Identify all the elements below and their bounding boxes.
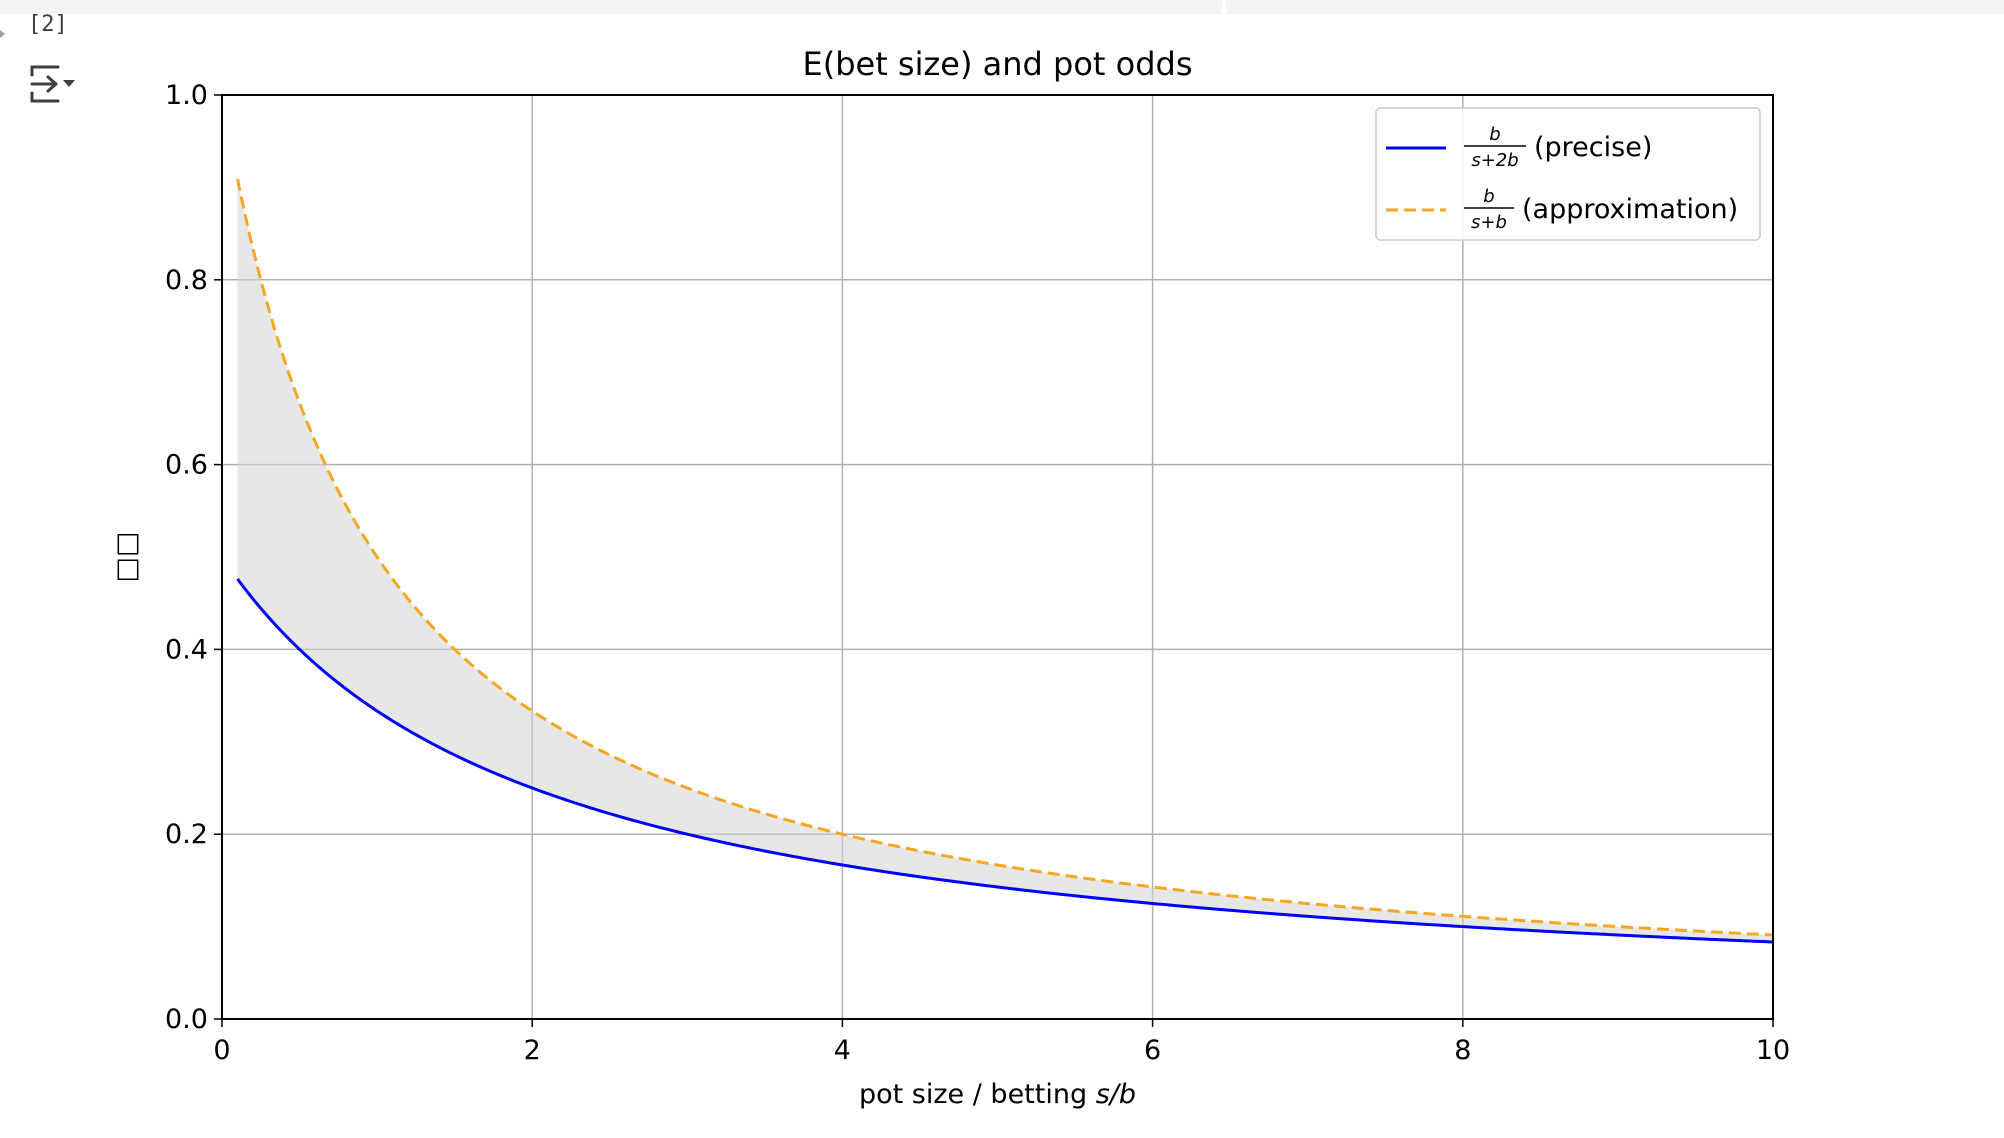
- cell-top-bar-right: [1226, 0, 2004, 14]
- legend-label-precise: (precise): [1534, 132, 1652, 163]
- series-line-precise: [236, 578, 1774, 944]
- legend-fraction-denominator: s+b: [1471, 212, 1507, 233]
- legend-fraction-numerator: b: [1483, 186, 1494, 207]
- legend: b s+2b (precise) b s+b (approximation): [1375, 107, 1761, 241]
- series-line-approximation: [236, 178, 1774, 937]
- x-tick-label: 8: [1454, 1035, 1471, 1066]
- x-tick-label: 0: [213, 1035, 230, 1066]
- legend-fraction-denominator: s+2b: [1471, 150, 1518, 171]
- x-tick-label: 4: [834, 1035, 851, 1066]
- execution-count: [2]: [28, 12, 68, 37]
- plot-frame: [221, 94, 1774, 1020]
- y-tick-label: 1.0: [165, 80, 208, 111]
- output-toggle-icon[interactable]: [28, 62, 76, 106]
- y-tick-label: 0.4: [165, 634, 208, 665]
- legend-box: [1375, 107, 1761, 241]
- cell-top-bar: [0, 0, 1222, 14]
- cell-caret-icon: [0, 30, 5, 38]
- y-tick-label: 0.2: [165, 819, 208, 850]
- fill-between-area: [237, 179, 1773, 942]
- chart-title: E(bet size) and pot odds: [803, 45, 1193, 83]
- x-tick-label: 6: [1144, 1035, 1161, 1066]
- legend-fraction-numerator: b: [1489, 124, 1500, 145]
- y-tick-label: 0.6: [165, 450, 208, 481]
- y-tick-label: 0.8: [165, 265, 208, 296]
- y-axis-label: □□: [111, 531, 142, 582]
- x-axis-label: pot size / betting s/b: [859, 1079, 1136, 1110]
- legend-label-approximation: (approximation): [1522, 194, 1738, 225]
- x-axis-label-math: s/b: [1096, 1079, 1136, 1110]
- column-divider: [1222, 0, 1226, 14]
- x-tick-label: 10: [1756, 1035, 1790, 1066]
- x-axis-label-plain: pot size / betting: [859, 1079, 1096, 1110]
- axis-ticks: 0 2 4 6 8 10 0.0 0.2 0.4 0.6 0.8 1.0: [165, 80, 1790, 1066]
- y-tick-label: 0.0: [165, 1004, 208, 1035]
- x-tick-label: 2: [524, 1035, 541, 1066]
